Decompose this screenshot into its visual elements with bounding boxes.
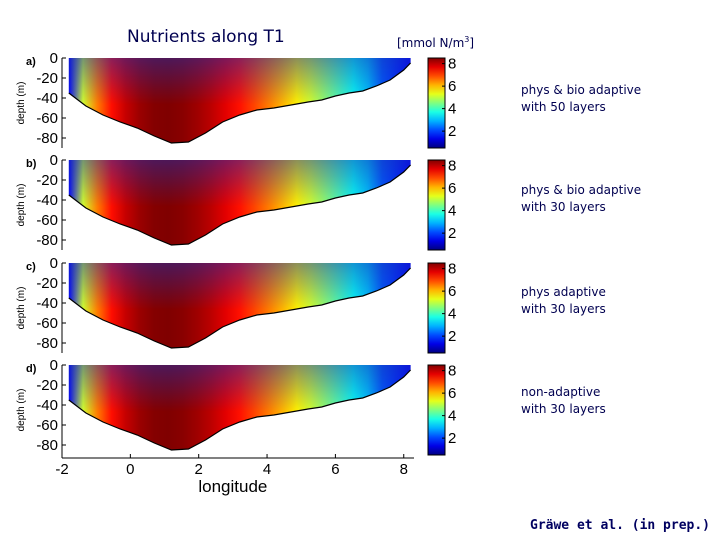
- caption-c: phys adaptive with 30 layers: [521, 284, 606, 318]
- y-tick-label: 0: [50, 357, 58, 374]
- colorbar-tick-label: 6: [448, 385, 456, 402]
- x-tick-label: 0: [126, 461, 134, 478]
- colorbar: [427, 262, 446, 354]
- colorbar-tick-label: 6: [448, 180, 456, 197]
- panel-a: 0 -20 -40 -60 -80 a) depth (m) 2 4 6 8: [16, 50, 456, 149]
- colorbar-tick-label: 8: [448, 56, 456, 73]
- credit-text: Gräwe et al. (in prep.): [530, 518, 711, 533]
- colorbar-tick-label: 6: [448, 283, 456, 300]
- colorbar-tick-label: 4: [448, 101, 456, 118]
- y-tick-label: -80: [36, 335, 58, 352]
- caption-d-line2: with 30 layers: [521, 402, 606, 416]
- caption-a-line2: with 50 layers: [521, 100, 606, 114]
- caption-b-line1: phys & bio adaptive: [521, 183, 642, 197]
- panel-c: 0 -20 -40 -60 -80 c) depth (m) 2 4 6 8: [16, 255, 456, 354]
- caption-c-line2: with 30 layers: [521, 302, 606, 316]
- colorbar-tick-label: 8: [448, 158, 456, 175]
- y-tick-label: -80: [36, 232, 58, 249]
- units-superscript: 3: [464, 35, 470, 44]
- colorbar-tick-label: 6: [448, 78, 456, 95]
- y-tick-label: -40: [36, 295, 58, 312]
- y-tick-label: -60: [36, 417, 58, 434]
- caption-c-line1: phys adaptive: [521, 285, 606, 299]
- colorbar-tick-label: 4: [448, 408, 456, 425]
- colorbar-tick-label: 2: [448, 123, 456, 140]
- x-axis-label: longitude: [198, 477, 267, 496]
- y-axis-label: depth (m): [16, 82, 27, 125]
- caption-a: phys & bio adaptive with 50 layers: [521, 82, 641, 116]
- colorbar-tick-label: 8: [448, 363, 456, 380]
- panel-label: b): [26, 158, 37, 170]
- panel-label: d): [26, 363, 37, 375]
- colorbar-tick-label: 2: [448, 430, 456, 447]
- y-tick-label: -60: [36, 315, 58, 332]
- y-tick-label: -60: [36, 110, 58, 127]
- x-tick-label: 2: [195, 461, 203, 478]
- y-tick-label: -20: [36, 377, 58, 394]
- caption-b-line2: with 30 layers: [521, 200, 606, 214]
- caption-d-line1: non-adaptive: [521, 385, 601, 399]
- y-tick-label: -40: [36, 397, 58, 414]
- surface-depletion-layer: [68, 160, 411, 245]
- y-tick-label: -60: [36, 212, 58, 229]
- colorbar-units: [mmol N/m3]: [397, 35, 474, 50]
- y-tick-label: -80: [36, 437, 58, 454]
- y-tick-label: 0: [50, 152, 58, 169]
- colorbar-tick-label: 4: [448, 306, 456, 323]
- seabed-line: [68, 267, 412, 349]
- surface-depletion-layer: [68, 58, 411, 143]
- caption-d: non-adaptive with 30 layers: [521, 384, 606, 418]
- panel-b: 0 -20 -40 -60 -80 b) depth (m) 2 4 6 8: [16, 152, 456, 251]
- x-axis: -2 0 2 4 6 8 longitude: [55, 454, 414, 496]
- colorbar-tick-label: 4: [448, 203, 456, 220]
- colorbar: [427, 364, 446, 456]
- panel-label: a): [26, 56, 36, 68]
- figure-title: Nutrients along T1: [127, 27, 285, 47]
- y-tick-label: 0: [50, 50, 58, 67]
- colorbar-tick-label: 2: [448, 328, 456, 345]
- x-tick-label: 8: [400, 461, 408, 478]
- colorbar-tick-label: 8: [448, 261, 456, 278]
- y-tick-label: 0: [50, 255, 58, 272]
- y-axis-label: depth (m): [16, 184, 27, 227]
- colorbar: [427, 57, 446, 149]
- y-tick-label: -20: [36, 70, 58, 87]
- colorbar-tick-label: 2: [448, 225, 456, 242]
- y-tick-label: -40: [36, 90, 58, 107]
- x-tick-label: 4: [263, 461, 271, 478]
- y-axis-label: depth (m): [16, 287, 27, 330]
- y-tick-label: -20: [36, 275, 58, 292]
- y-tick-label: -20: [36, 172, 58, 189]
- x-tick-label: -2: [55, 461, 68, 478]
- x-tick-label: 6: [331, 461, 339, 478]
- seabed-line: [68, 62, 412, 144]
- surface-depletion-layer: [68, 263, 411, 348]
- units-bracket: ]: [469, 36, 475, 50]
- panel-d: 0 -20 -40 -60 -80 d) depth (m) 2 4 6 8: [16, 357, 456, 456]
- panel-label: c): [26, 261, 36, 273]
- y-tick-label: -80: [36, 130, 58, 147]
- seabed-line: [68, 164, 412, 246]
- seabed-line: [68, 369, 412, 451]
- caption-b: phys & bio adaptive with 30 layers: [521, 182, 641, 216]
- colorbar: [427, 159, 446, 251]
- y-tick-label: -40: [36, 192, 58, 209]
- y-axis-label: depth (m): [16, 389, 27, 432]
- surface-depletion-layer: [68, 365, 411, 450]
- caption-a-line1: phys & bio adaptive: [521, 83, 642, 97]
- units-text: [mmol N/m: [397, 36, 465, 50]
